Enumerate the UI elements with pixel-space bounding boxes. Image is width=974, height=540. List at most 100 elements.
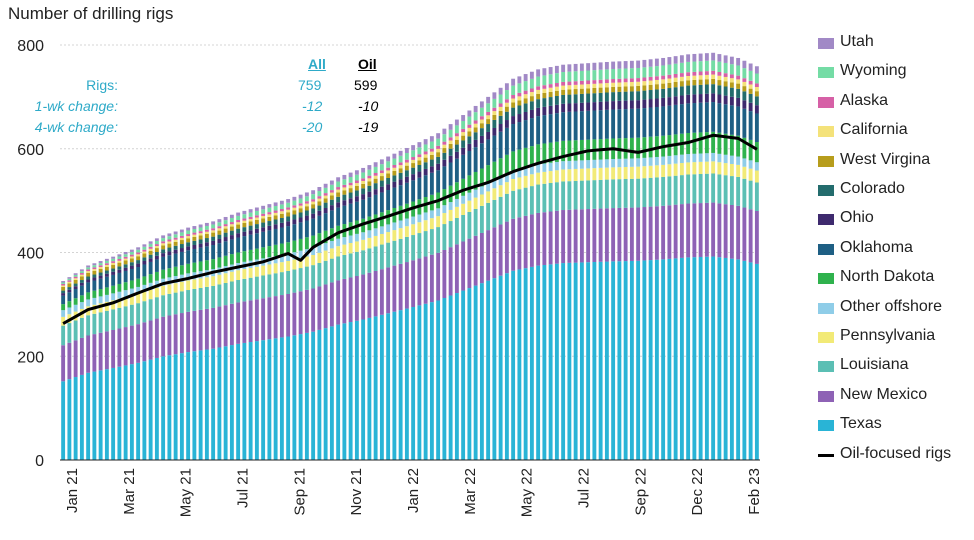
- bar-segment: [692, 162, 697, 175]
- bar-segment: [348, 172, 353, 178]
- bar-segment: [386, 161, 391, 168]
- bar-segment: [561, 263, 566, 460]
- bar-segment: [192, 234, 197, 237]
- bar-segment: [461, 214, 466, 242]
- bar-segment: [298, 194, 303, 199]
- bar-segment: [367, 178, 372, 182]
- bar-segment: [254, 210, 259, 216]
- bar-segment: [548, 74, 553, 85]
- bar-segment: [492, 114, 497, 120]
- bar-segment: [142, 249, 147, 252]
- bar-segment: [111, 268, 116, 272]
- bar-segment: [654, 259, 659, 460]
- bar-segment: [323, 250, 328, 261]
- bar-segment: [542, 92, 547, 99]
- bar-segment: [686, 174, 691, 204]
- legend-label: Other offshore: [840, 297, 942, 315]
- bar-segment: [454, 119, 459, 126]
- bar-segment: [148, 282, 153, 290]
- bar-week: [592, 62, 597, 460]
- bar-segment: [517, 100, 522, 106]
- bar-week: [211, 221, 216, 460]
- bar-segment: [679, 62, 684, 74]
- bar-segment: [486, 139, 491, 166]
- bar-segment: [692, 75, 697, 80]
- bar-segment: [373, 183, 378, 190]
- bar-segment: [592, 159, 597, 169]
- bar-week: [123, 251, 128, 460]
- bar-week: [698, 53, 703, 460]
- bar-segment: [298, 250, 303, 259]
- bar-segment: [592, 262, 597, 460]
- bar-segment: [661, 164, 666, 177]
- bar-segment: [342, 200, 347, 206]
- bar-segment: [236, 219, 241, 223]
- bar-segment: [429, 148, 434, 152]
- bar-segment: [436, 208, 441, 217]
- bar-segment: [592, 83, 597, 88]
- bar-segment: [504, 120, 509, 128]
- bar-segment: [173, 239, 178, 242]
- bar-segment: [136, 324, 141, 363]
- bar-segment: [386, 173, 391, 178]
- bar-segment: [192, 288, 197, 311]
- bar-week: [248, 209, 253, 460]
- bar-week: [323, 183, 328, 460]
- bar-segment: [529, 96, 534, 102]
- bar-segment: [161, 253, 166, 257]
- bar-segment: [217, 230, 222, 235]
- bar-segment: [479, 123, 484, 129]
- bar-segment: [623, 82, 628, 87]
- bar-segment: [204, 234, 209, 239]
- bar-segment: [86, 315, 91, 336]
- bar-segment: [92, 263, 97, 266]
- bar-segment: [536, 107, 541, 117]
- bar-segment: [598, 261, 603, 460]
- bar-segment: [473, 197, 478, 209]
- bar-segment: [754, 142, 759, 163]
- bar-segment: [729, 74, 734, 79]
- bar-segment: [148, 241, 153, 244]
- bar-segment: [161, 245, 166, 250]
- bar-segment: [323, 284, 328, 329]
- bar-segment: [542, 163, 547, 172]
- bar-segment: [117, 291, 122, 299]
- bar-segment: [673, 56, 678, 64]
- bar-segment: [442, 213, 447, 225]
- bar-segment: [511, 218, 516, 271]
- bar-segment: [661, 88, 666, 98]
- bar-segment: [579, 168, 584, 181]
- bar-segment: [242, 278, 247, 302]
- bar-segment: [479, 168, 484, 187]
- bar-segment: [454, 133, 459, 137]
- legend-swatch: [818, 302, 834, 314]
- bar-segment: [548, 211, 553, 265]
- bar-segment: [404, 159, 409, 163]
- y-axis-title: Number of drilling rigs: [8, 4, 174, 23]
- bar-segment: [398, 155, 403, 163]
- bar-segment: [698, 153, 703, 162]
- bar-segment: [179, 248, 184, 252]
- bar-segment: [198, 261, 203, 272]
- bar-segment: [398, 150, 403, 156]
- bar-segment: [479, 101, 484, 108]
- bar-segment: [123, 270, 128, 283]
- bar-segment: [267, 207, 272, 213]
- bar-segment: [536, 212, 541, 266]
- bar-segment: [417, 164, 422, 172]
- bar-week: [686, 54, 691, 460]
- bar-segment: [748, 88, 753, 94]
- bar-segment: [179, 240, 184, 245]
- bar-segment: [67, 379, 72, 460]
- bar-segment: [198, 278, 203, 288]
- bar-segment: [692, 53, 697, 62]
- bar-segment: [717, 203, 722, 258]
- bar-segment: [361, 172, 366, 179]
- bar-segment: [442, 144, 447, 149]
- bar-segment: [623, 109, 628, 139]
- bar-segment: [579, 80, 584, 85]
- legend-label: Colorado: [840, 180, 905, 197]
- bar-segment: [98, 296, 103, 304]
- bar-segment: [486, 230, 491, 281]
- bar-segment: [411, 216, 416, 225]
